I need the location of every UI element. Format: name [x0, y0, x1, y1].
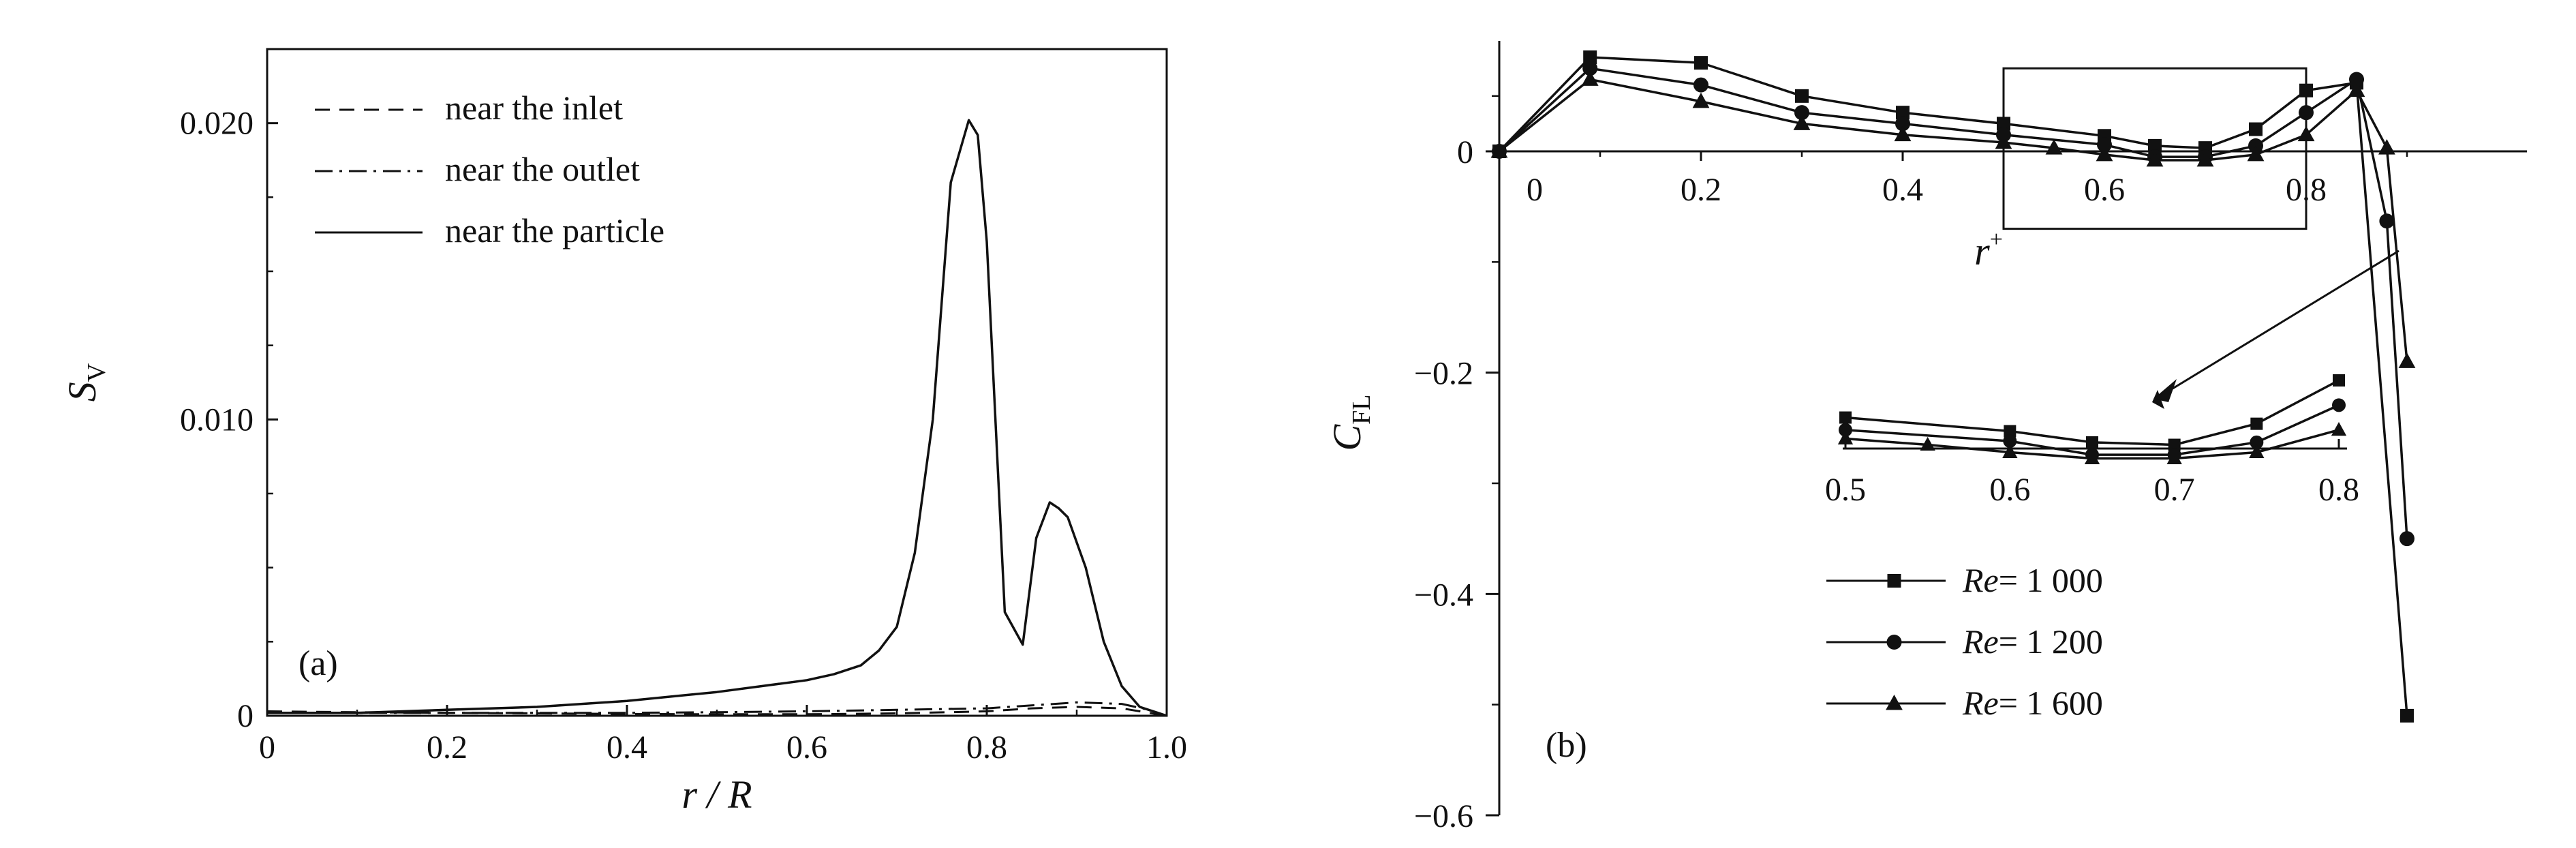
data-point-square [2249, 122, 2263, 136]
legend-marker-circle [1886, 635, 1902, 650]
x-tick-label-b: 0.6 [2084, 172, 2125, 208]
x-axis-label-b: r+ [1974, 227, 2003, 273]
x-tick-label-a: 0.4 [607, 729, 647, 766]
inset-data-point-square [2086, 436, 2098, 449]
inset-data-point-triangle [2166, 450, 2182, 465]
data-point-triangle [2398, 352, 2416, 368]
y-tick-label-b: 0 [1457, 134, 1473, 170]
y-axis-label-b: CFL [1325, 394, 1376, 451]
data-point-circle [2379, 213, 2395, 229]
inset-data-point-triangle [2331, 422, 2347, 436]
zoom-box [2002, 67, 2307, 230]
data-point-triangle [1894, 125, 1912, 142]
inset-data-point-circle [1839, 423, 1852, 437]
data-point-square [1795, 89, 1809, 103]
data-point-triangle [2146, 151, 2164, 167]
inset-data-point-square [2168, 438, 2181, 451]
data-point-circle [2399, 531, 2414, 547]
x-tick-label-a: 0.2 [427, 729, 467, 766]
data-point-square [2148, 138, 2162, 153]
data-point-triangle [2196, 151, 2214, 167]
inset-data-point-circle [2332, 398, 2346, 412]
legend-label: Re= 1 200 [1962, 622, 2103, 661]
y-tick-label-a: 0 [237, 698, 254, 734]
data-point-triangle [2247, 145, 2265, 162]
inset-data-point-triangle [1920, 436, 1935, 451]
y-axis-label-a: SV [60, 363, 111, 402]
data-point-square [1896, 106, 1910, 120]
data-point-square [1583, 50, 1597, 65]
series-line-square [1498, 56, 2408, 716]
legend-marker-triangle [1886, 694, 1903, 710]
legend-label: Re= 1 000 [1962, 561, 2103, 599]
x-tick-label-a: 0.8 [966, 729, 1007, 766]
data-point-triangle [2045, 139, 2063, 155]
inset-data-point-circle [2250, 435, 2264, 449]
y-tick-label-a: 0.020 [180, 106, 254, 142]
inset-data-point-triangle [2002, 444, 2018, 458]
series-line-solid [267, 119, 1167, 717]
legend-label: Re= 1 600 [1962, 684, 2103, 722]
y-tick-label-b: −0.2 [1414, 356, 1473, 392]
y-tick-label-b: −0.4 [1414, 577, 1473, 613]
data-point-circle [2097, 137, 2112, 153]
data-point-circle [1693, 77, 1708, 93]
zoom-arrow-tip [2153, 379, 2177, 402]
panel-label-b: (b) [1546, 726, 1587, 765]
inset-series-line-square [1845, 379, 2340, 446]
inset-series-line-circle [1845, 404, 2340, 456]
panel-b: 0 −0.2 −0.4 −0.6 0 0.2 0.4 0.6 0.8 r+ CFL 0.5 0.6 0.7… [1325, 41, 2527, 834]
legend-marker-square [1887, 574, 1901, 588]
series-line-circle [1498, 67, 2408, 539]
data-point-circle [1582, 61, 1598, 76]
data-point-circle [1895, 116, 1910, 132]
data-point-triangle [1581, 70, 1599, 86]
data-point-triangle [1793, 115, 1811, 130]
inset-data-point-triangle [1837, 430, 1854, 444]
x-tick-label-a: 0.6 [786, 729, 827, 766]
inset-x-tick-label: 0.7 [2154, 472, 2195, 508]
y-tick-label-a: 0.010 [180, 402, 254, 438]
panel-a: 0 0.2 0.4 0.6 0.8 1.0 0 0.010 0.020 r / R SV near t… [60, 48, 1187, 817]
data-point-square [2400, 708, 2414, 723]
data-point-circle [2349, 72, 2364, 87]
inset-data-point-triangle [2084, 450, 2100, 465]
x-tick-label-b: 0.2 [1681, 172, 1721, 208]
data-point-square [1694, 56, 1708, 70]
plot-frame-a [266, 48, 1168, 717]
inset-data-point-square [1839, 411, 1852, 424]
inset-x-tick-label: 0.8 [2318, 472, 2359, 508]
x-tick-label-a: 0 [259, 729, 275, 766]
data-point-triangle [2378, 139, 2395, 155]
series-line-dashed [266, 706, 1167, 717]
y-tick-label-b: −0.6 [1414, 798, 1473, 834]
data-point-circle [1794, 105, 1809, 121]
data-point-triangle [2348, 81, 2365, 97]
panel-label-a: (a) [298, 644, 338, 683]
data-point-triangle [1692, 92, 1710, 108]
x-tick-label-b: 0.4 [1882, 172, 1923, 208]
inset-data-point-circle [2003, 434, 2017, 449]
inset-data-point-triangle [2249, 444, 2265, 458]
inset-x-tick-label: 0.6 [1989, 472, 2030, 508]
x-axis-label-a: r / R [681, 772, 752, 817]
x-tick-label-b: 0 [1527, 172, 1543, 208]
legend-label: near the particle [445, 211, 664, 249]
inset-data-point-square [2333, 374, 2345, 387]
series-line-dashdot [267, 701, 1167, 717]
x-tick-label-a: 1.0 [1146, 729, 1187, 766]
legend-label: near the inlet [445, 89, 623, 127]
data-point-triangle [2096, 145, 2113, 162]
zoom-arrow [2163, 249, 2399, 395]
inset-data-point-square [2004, 425, 2017, 438]
inset-data-point-square [2250, 417, 2263, 430]
inset-x-tick-label: 0.5 [1825, 472, 1866, 508]
data-point-triangle [1490, 142, 1508, 158]
series-line-triangle [1498, 78, 2408, 362]
legend-label: near the outlet [445, 150, 640, 188]
